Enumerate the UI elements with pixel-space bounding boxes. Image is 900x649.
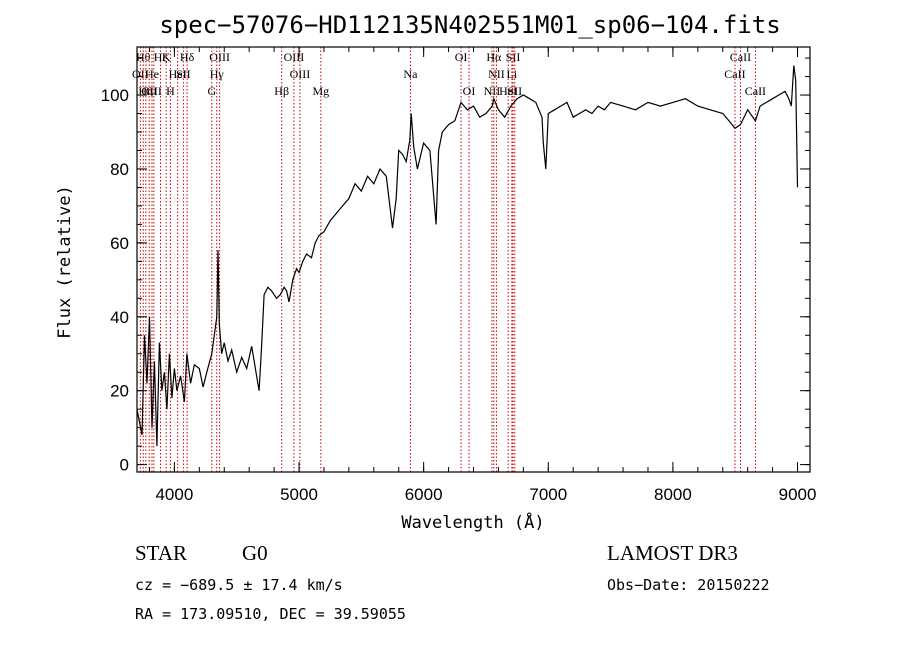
line-marker-label: NII [484,84,501,98]
line-marker-label: OI [463,84,476,98]
line-marker-label: CII [146,84,162,98]
survey-name: LAMOST DR3 [607,541,738,565]
chart-title: spec−57076−HD112135N402551M01_sp06−104.f… [159,11,780,39]
line-marker-label: K [162,50,171,64]
line-marker-label: HeI [169,67,187,81]
object-class: STAR [135,541,187,565]
redshift-text: cz = −689.5 ± 17.4 km/s [135,576,343,594]
y-tick-label: 40 [110,308,129,327]
line-marker-label: Hγ [210,67,225,81]
line-marker-label: CaII [730,50,751,64]
spectrum-line [136,65,799,447]
line-marker-label: OIII [284,50,305,64]
line-marker-label: Hα [486,50,502,64]
line-marker-label: SII [506,50,521,64]
x-tick-label: 4000 [155,485,193,504]
line-marker-label: G [207,84,216,98]
axis-ticks: 4000 5000 6000 7000 8000 9000 0 20 40 60 80 100 [101,47,817,504]
line-marker-label: HeI [499,84,517,98]
line-marker-label: SII [507,84,522,98]
x-axis-label: Wavelength (Å) [401,511,544,533]
x-tick-label: 9000 [779,485,817,504]
line-marker-label: H [166,84,175,98]
line-marker-label: Mg [312,84,329,98]
line-marker-label: CaII [745,84,766,98]
plot-frame [136,46,811,473]
line-markers: OIIHθHηCIIHeCIIHζKHHeISIIHδGHγOIIIHβOIII… [132,47,766,472]
line-marker-label: Hθ [136,50,151,64]
line-marker-label: He [145,67,159,81]
line-marker-label: Na [403,67,418,81]
line-marker-label: NII [488,67,505,81]
obs-date-text: Obs−Date: 20150222 [607,576,770,594]
x-tick-label: 6000 [405,485,443,504]
line-marker-label: OI [455,50,468,64]
line-marker-label: CaII [724,67,745,81]
y-tick-label: 80 [110,160,129,179]
line-marker-label: SII [176,67,191,81]
x-tick-label: 5000 [280,485,318,504]
y-tick-label: 100 [101,86,129,105]
line-marker-label: Hη [138,84,153,98]
x-tick-label: 7000 [529,485,567,504]
y-axis-label: Flux (relative) [55,185,75,339]
y-tick-label: 0 [120,456,129,475]
line-marker-label: Hζ [154,50,168,64]
line-marker-label: Hδ [180,50,195,64]
line-marker-label: OII [132,67,149,81]
line-marker-label: OIII [209,50,230,64]
spectral-subclass: G0 [242,541,268,565]
line-marker-label: Hβ [274,84,289,98]
line-marker-label: Li [507,67,518,81]
coords-text: RA = 173.09510, DEC = 39.59055 [135,605,406,623]
y-tick-label: 20 [110,382,129,401]
line-marker-label: CII [141,84,157,98]
line-marker-label: OIII [290,67,311,81]
y-tick-label: 60 [110,234,129,253]
x-tick-label: 8000 [654,485,692,504]
